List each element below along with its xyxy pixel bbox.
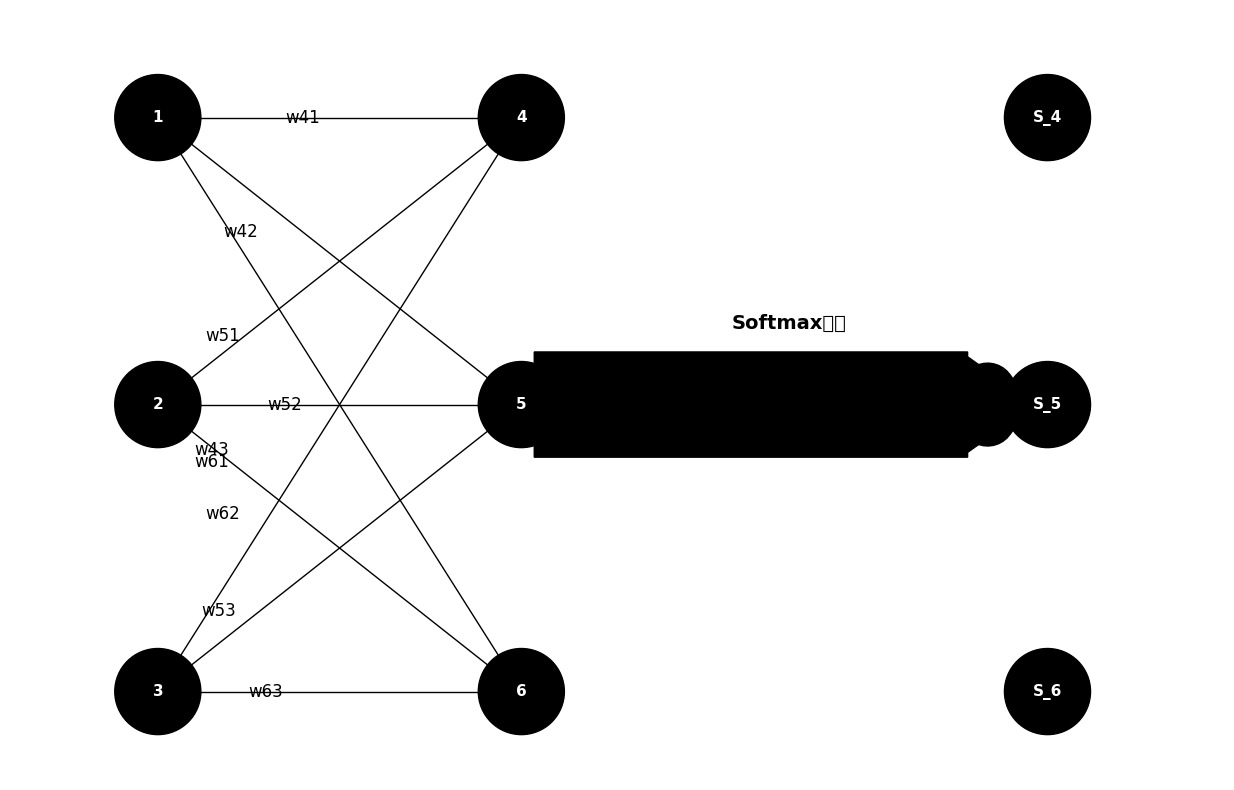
Text: w41: w41 (285, 108, 320, 126)
Text: w52: w52 (267, 396, 301, 414)
Text: w43: w43 (194, 442, 230, 460)
Text: w62: w62 (205, 505, 239, 523)
Text: 5: 5 (516, 397, 527, 412)
Circle shape (1004, 74, 1091, 160)
Circle shape (479, 74, 564, 160)
Text: w61: w61 (194, 453, 230, 471)
Text: w63: w63 (249, 683, 284, 701)
Text: 2: 2 (153, 397, 163, 412)
Circle shape (1004, 362, 1091, 448)
Circle shape (479, 362, 564, 448)
Text: 3: 3 (153, 684, 163, 699)
Circle shape (115, 649, 201, 735)
Circle shape (1004, 649, 1091, 735)
Text: S_6: S_6 (1033, 683, 1062, 700)
Text: S_4: S_4 (1033, 110, 1062, 126)
Circle shape (115, 362, 201, 448)
Text: w51: w51 (205, 327, 239, 344)
Text: 4: 4 (516, 110, 527, 125)
Text: S_5: S_5 (1033, 397, 1062, 412)
Circle shape (115, 74, 201, 160)
Text: 1: 1 (153, 110, 163, 125)
Text: 6: 6 (516, 684, 527, 699)
Text: w42: w42 (223, 224, 258, 242)
Circle shape (479, 649, 564, 735)
Text: w53: w53 (201, 602, 236, 620)
Text: Softmax作用: Softmax作用 (732, 314, 847, 333)
FancyArrow shape (534, 352, 1034, 457)
